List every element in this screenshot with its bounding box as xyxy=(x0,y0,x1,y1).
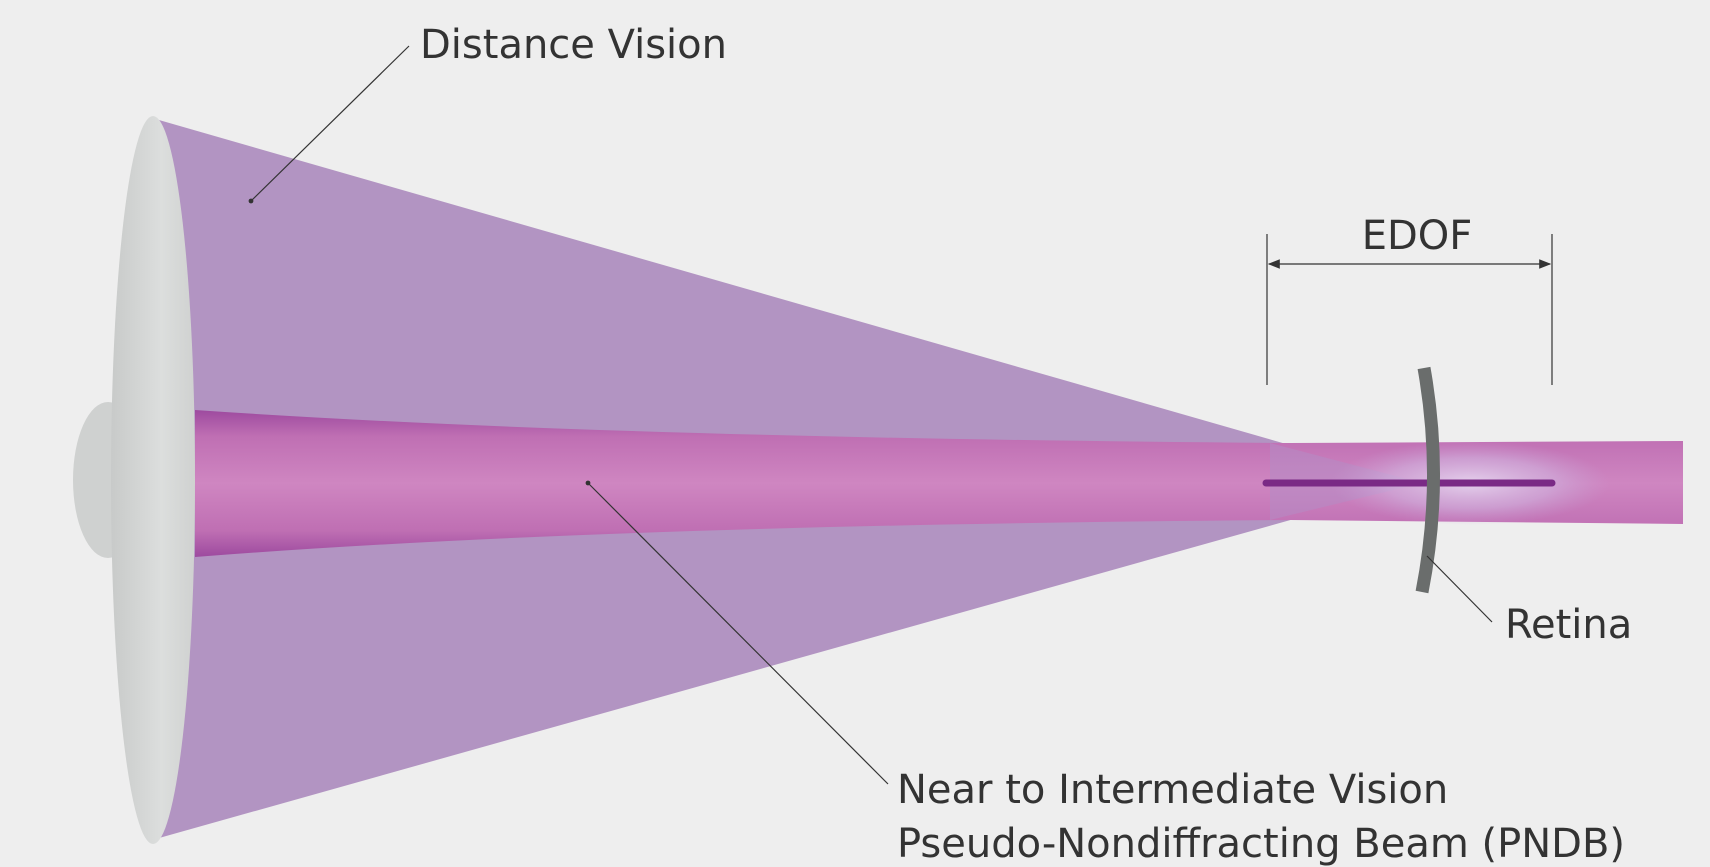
pndb-beam xyxy=(195,410,1683,557)
near-intermediate-label: Near to Intermediate Vision xyxy=(897,767,1448,813)
retina-label: Retina xyxy=(1505,602,1632,648)
distance-vision-leader-dot xyxy=(248,198,254,204)
distance-vision-leader xyxy=(250,45,410,202)
lens xyxy=(111,116,195,844)
pndb-leader-dot xyxy=(585,480,591,486)
retina-arc xyxy=(1415,366,1440,594)
retina-leader xyxy=(1426,555,1493,623)
edof-label: EDOF xyxy=(1362,213,1473,259)
distance-vision-label: Distance Vision xyxy=(420,22,727,68)
pndb-leader xyxy=(587,482,889,785)
pndb-label: Pseudo-Nondiffracting Beam (PNDB) xyxy=(897,821,1625,867)
